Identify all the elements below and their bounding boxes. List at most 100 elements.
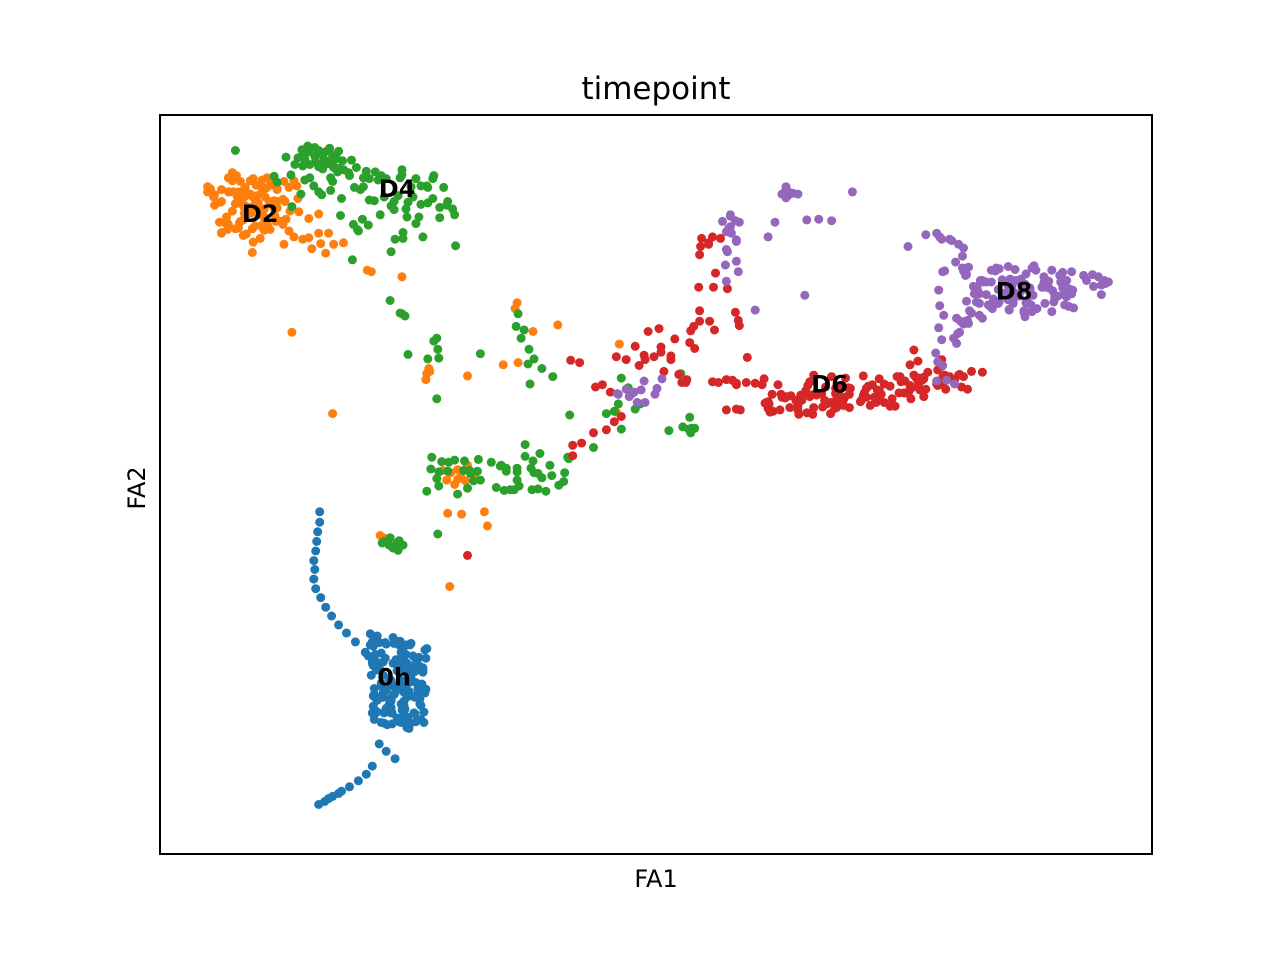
data-point [363, 220, 373, 230]
data-point [704, 239, 714, 249]
data-point [365, 629, 375, 639]
data-point [708, 232, 717, 242]
data-point [427, 452, 437, 462]
data-point [428, 194, 438, 203]
data-point [696, 242, 706, 251]
data-point [316, 593, 326, 603]
data-point [309, 556, 319, 566]
data-point [402, 212, 412, 222]
data-point [298, 161, 308, 171]
data-point [227, 206, 237, 216]
data-point [827, 216, 837, 226]
data-point [381, 639, 391, 649]
data-point [329, 239, 339, 249]
data-point [964, 262, 973, 272]
data-point [626, 389, 636, 399]
data-point [345, 782, 354, 792]
data-point [659, 366, 669, 376]
data-point [434, 481, 444, 491]
data-point [690, 344, 700, 353]
data-point [439, 182, 449, 192]
data-point [722, 247, 732, 257]
data-point [535, 449, 545, 458]
data-point [529, 354, 539, 364]
data-point [1026, 300, 1036, 310]
data-point [372, 707, 382, 717]
data-point [727, 375, 737, 385]
data-point [827, 372, 837, 382]
data-point [1027, 263, 1037, 273]
data-point [601, 409, 611, 419]
data-point [403, 349, 413, 359]
data-point [965, 306, 974, 316]
data-point [352, 225, 362, 234]
data-point [443, 508, 453, 518]
y-axis-label: FA2 [123, 466, 151, 509]
data-point [945, 234, 955, 244]
data-point [962, 296, 971, 306]
data-point [959, 372, 968, 382]
data-point [369, 715, 379, 724]
data-point [640, 398, 650, 407]
data-point [314, 800, 324, 809]
data-point [398, 540, 408, 550]
data-point [909, 370, 919, 380]
data-point [403, 712, 413, 722]
data-point [809, 389, 819, 399]
data-point [730, 307, 740, 317]
data-point [963, 384, 972, 394]
data-point [309, 181, 319, 191]
data-point [1062, 292, 1072, 302]
data-point [339, 238, 348, 248]
data-point [292, 181, 302, 191]
data-point [372, 631, 382, 641]
data-point [313, 527, 323, 537]
data-point [685, 338, 695, 348]
data-point [725, 211, 735, 221]
data-point [1010, 265, 1020, 274]
data-point [402, 689, 412, 699]
data-point [643, 327, 653, 336]
data-point [250, 221, 260, 231]
data-point [284, 182, 294, 192]
data-point [411, 174, 421, 184]
data-point [609, 417, 619, 427]
data-point [1055, 270, 1065, 280]
data-point [905, 360, 915, 370]
data-point [770, 217, 780, 227]
data-point [931, 348, 941, 358]
data-point [967, 366, 976, 376]
data-point [435, 213, 445, 223]
data-point [216, 197, 225, 207]
cluster-label-0h: 0h [377, 663, 411, 691]
data-point [793, 189, 803, 199]
cluster-labels: 0h D2 D4 D6 D8 [242, 175, 1033, 692]
data-point [311, 584, 321, 594]
data-point [909, 345, 919, 355]
data-point [429, 171, 439, 181]
data-point [215, 217, 224, 227]
data-point [327, 611, 337, 621]
data-point [286, 170, 296, 180]
data-point [721, 276, 731, 286]
data-point [402, 658, 412, 668]
data-point [887, 394, 897, 404]
data-point [577, 438, 587, 448]
data-point [859, 388, 869, 398]
data-point [450, 455, 460, 465]
data-point [950, 379, 960, 389]
data-point [872, 393, 882, 403]
data-point [937, 335, 947, 345]
data-point [1047, 265, 1057, 275]
data-point [705, 316, 715, 326]
data-point [559, 477, 569, 486]
data-point [279, 177, 289, 186]
data-point [834, 388, 843, 398]
data-point [410, 667, 420, 676]
data-point [694, 282, 704, 292]
data-point [416, 701, 426, 710]
data-point [937, 234, 947, 244]
data-point [472, 466, 482, 476]
data-point [298, 150, 308, 160]
data-point [421, 653, 431, 663]
